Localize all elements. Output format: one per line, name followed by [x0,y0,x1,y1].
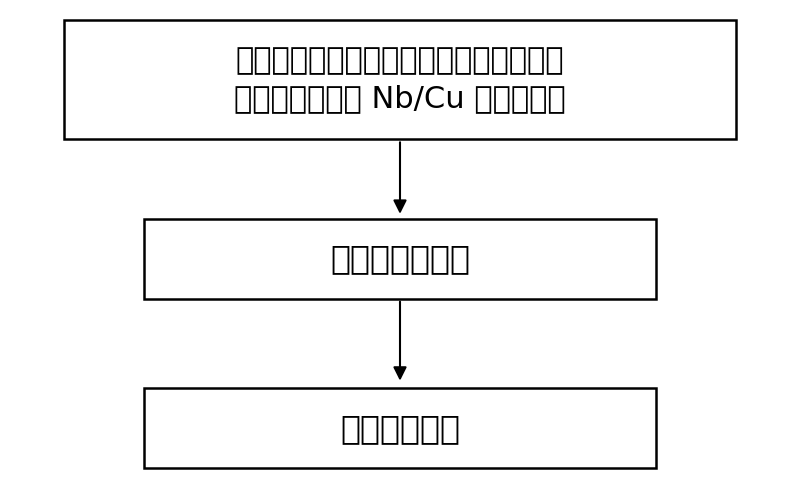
Text: 混合均匀后装入 Nb/Cu 复合金属管: 混合均匀后装入 Nb/Cu 复合金属管 [234,84,566,113]
Text: 高温烧结处理: 高温烧结处理 [340,412,460,445]
Text: 将干燥的镁粉、高纯晶态硟和晶态萸充分: 将干燥的镁粉、高纯晶态硟和晶态萸充分 [236,46,564,76]
Bar [144,219,656,299]
Bar [64,20,736,139]
Text: 旋锻及拉拔处理: 旋锻及拉拔处理 [330,243,470,275]
Bar [144,388,656,468]
